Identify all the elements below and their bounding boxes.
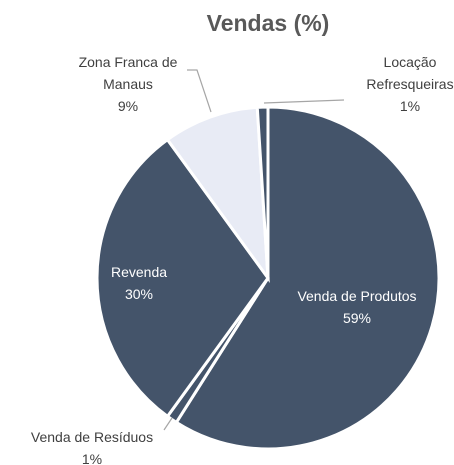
value-label: 1% — [399, 98, 421, 114]
value-label: 59% — [342, 310, 372, 326]
leader-line — [187, 69, 212, 113]
data-label: Zona Franca de Manaus 9% — [63, 51, 193, 117]
pie-slice — [174, 105, 441, 451]
data-label: Locação Refresqueiras 1% — [360, 51, 454, 117]
leader-line — [163, 417, 173, 431]
category-label: Zona Franca de Manaus — [78, 54, 178, 92]
category-label: Locação Refresqueiras — [366, 54, 454, 92]
leader-line — [263, 99, 345, 104]
chart-title: Vendas (%) — [206, 10, 330, 36]
category-label: Venda de Resíduos — [30, 429, 154, 445]
pie-slice — [95, 137, 270, 419]
pie-slice — [165, 105, 270, 284]
value-label: 30% — [124, 286, 154, 302]
value-label: 9% — [117, 98, 139, 114]
value-label: 1% — [81, 451, 103, 465]
data-label: Venda de Resíduos 1% — [7, 426, 177, 465]
category-label: Revenda — [110, 264, 168, 280]
data-label: Venda de Produtos 59% — [272, 285, 442, 329]
pie-slice — [255, 105, 270, 279]
category-label: Venda de Produtos — [297, 288, 417, 304]
data-label: Revenda 30% — [94, 261, 184, 305]
